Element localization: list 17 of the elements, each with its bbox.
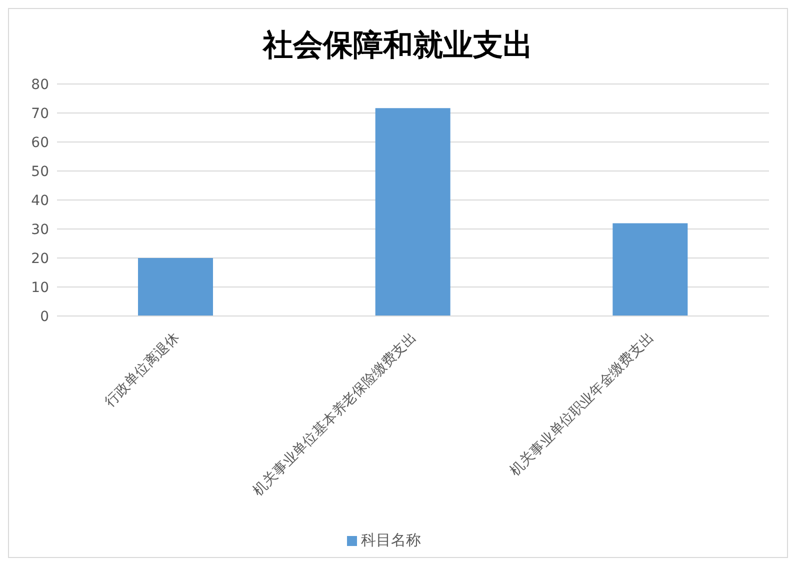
bar [612,223,688,316]
y-tick-label: 0 [40,308,49,325]
y-tick-label: 80 [31,76,49,93]
y-tick-label: 60 [31,134,49,151]
y-tick-label: 30 [31,222,49,238]
bar [375,108,450,316]
x-tick-label: 机关事业单位职业年金缴费支出 [507,330,658,480]
y-tick-label: 20 [31,250,49,267]
y-tick-label: 70 [31,106,49,122]
y-tick-label: 10 [31,280,49,296]
x-tick-label: 机关事业单位基本养老保险缴费支出 [250,330,420,500]
x-tick-label: 行政单位离退休 [102,330,182,410]
y-tick-label: 40 [31,192,49,209]
y-tick-label: 50 [31,164,49,180]
bar [138,258,213,316]
legend-label: 科目名称 [361,531,421,549]
chart-title: 社会保障和就业支出 [261,27,534,65]
